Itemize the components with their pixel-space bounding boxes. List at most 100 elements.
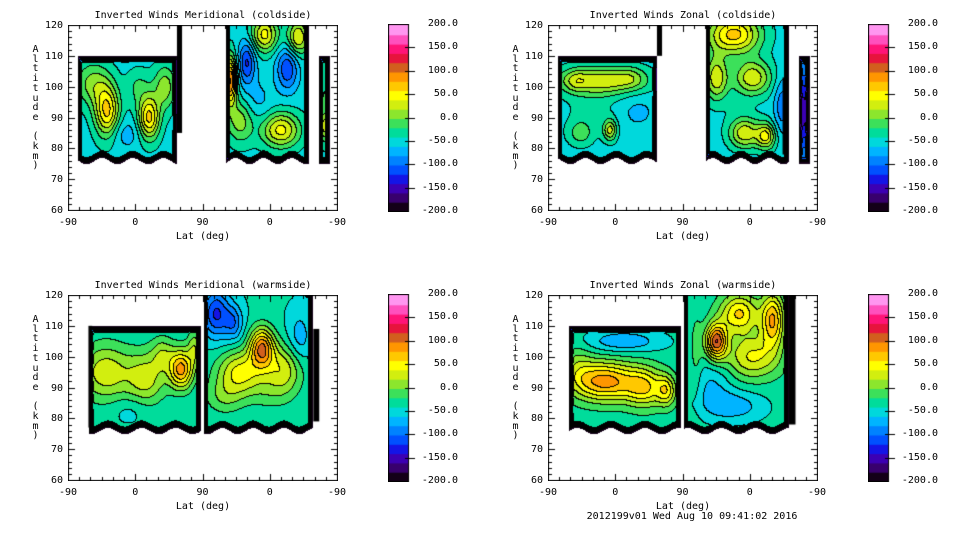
y-tick-label: 80 — [530, 413, 543, 425]
colorbar-tick-label: -150.0 — [421, 451, 458, 463]
x-tick-label: 0 — [132, 487, 139, 498]
colorbar-tick-label: 50.0 — [433, 88, 458, 100]
panel-title: Inverted Winds Meridional (coldside) — [94, 10, 312, 21]
y-tick-label: 90 — [530, 382, 543, 394]
x-tick-label: 90 — [676, 487, 689, 498]
y-tick-label: 60 — [50, 475, 63, 486]
y-tick-label: 100 — [44, 351, 63, 363]
colorbar-tick-label: -50.0 — [427, 404, 458, 416]
colorbar-tick-label: -50.0 — [907, 404, 938, 416]
y-tick-label: 120 — [44, 290, 63, 301]
colorbar-tick-label: -200.0 — [901, 205, 938, 216]
colorbar-tick-label: 200.0 — [907, 288, 938, 299]
colorbar-tick-label: -150.0 — [901, 181, 938, 193]
colorbar-tick-label: 150.0 — [907, 41, 938, 53]
y-tick-label: 80 — [50, 143, 63, 155]
colorbar-tick-label: -100.0 — [421, 428, 458, 440]
y-tick-label: 80 — [50, 413, 63, 425]
colorbar-tick-label: 50.0 — [913, 88, 938, 100]
x-axis-label: Lat (deg) — [175, 501, 231, 512]
panel-title: Inverted Winds Meridional (warmside) — [94, 280, 312, 291]
plot-canvas — [68, 25, 338, 211]
colorbar-tick-label: 200.0 — [907, 18, 938, 29]
x-tick-label: 90 — [196, 487, 209, 498]
y-tick-label: 70 — [530, 444, 543, 456]
colorbar-tick-label: 150.0 — [427, 41, 458, 53]
x-axis-label: Lat (deg) — [655, 501, 711, 512]
plot-canvas — [548, 295, 818, 481]
colorbar-tick-label: 0.0 — [439, 111, 458, 123]
y-tick-label: 80 — [530, 143, 543, 155]
x-tick-label: 0 — [746, 217, 753, 228]
y-tick-label: 120 — [44, 20, 63, 31]
x-tick-label: -90 — [58, 487, 78, 498]
x-tick-label: -90 — [538, 487, 558, 498]
colorbar-tick-label: 100.0 — [427, 334, 458, 346]
y-tick-label: 60 — [530, 205, 543, 216]
panel-zonal-warmside: Inverted Winds Zonal (warmside) Lat (deg… — [512, 280, 938, 512]
y-tick-label: 110 — [524, 50, 543, 62]
colorbar-tick-label: -100.0 — [901, 158, 938, 170]
x-tick-label: 0 — [266, 487, 273, 498]
x-tick-label: -90 — [807, 487, 827, 498]
y-tick-label: 90 — [530, 112, 543, 124]
colorbar-tick-label: 0.0 — [919, 111, 938, 123]
x-tick-label: 0 — [612, 487, 619, 498]
colorbar-tick-label: -200.0 — [901, 475, 938, 486]
y-tick-label: 120 — [524, 290, 543, 301]
colorbar-tick-label: 50.0 — [913, 358, 938, 370]
panel-title: Inverted Winds Zonal (coldside) — [589, 10, 777, 21]
x-tick-label: 0 — [132, 217, 139, 228]
panel-meridional-coldside: Inverted Winds Meridional (coldside) Lat… — [32, 10, 458, 242]
colorbar-canvas — [868, 294, 896, 482]
colorbar-tick-label: 200.0 — [427, 288, 458, 299]
x-tick-label: -90 — [327, 487, 347, 498]
colorbar-tick-label: 100.0 — [427, 64, 458, 76]
plot-canvas — [548, 25, 818, 211]
colorbar-tick-label: -100.0 — [421, 158, 458, 170]
x-tick-label: -90 — [538, 217, 558, 228]
x-tick-label: -90 — [58, 217, 78, 228]
x-tick-label: 90 — [196, 217, 209, 228]
y-tick-label: 70 — [50, 174, 63, 186]
colorbar-tick-label: 150.0 — [427, 311, 458, 323]
y-tick-label: 70 — [50, 444, 63, 456]
y-tick-label: 110 — [44, 50, 63, 62]
y-tick-label: 100 — [524, 81, 543, 93]
footer-timestamp: 2012199v01 Wed Aug 10 09:41:02 2016 — [586, 511, 798, 522]
x-tick-label: 90 — [676, 217, 689, 228]
panel-meridional-warmside: Inverted Winds Meridional (warmside) Lat… — [32, 280, 458, 512]
colorbar-tick-label: -150.0 — [901, 451, 938, 463]
plot-canvas — [68, 295, 338, 481]
colorbar-tick-label: -200.0 — [421, 475, 458, 486]
colorbar-tick-label: 100.0 — [907, 334, 938, 346]
colorbar-tick-label: 0.0 — [439, 381, 458, 393]
colorbar-tick-label: 0.0 — [919, 381, 938, 393]
x-tick-label: -90 — [807, 217, 827, 228]
colorbar-tick-label: -50.0 — [427, 134, 458, 146]
colorbar-tick-label: -100.0 — [901, 428, 938, 440]
panel-zonal-coldside: Inverted Winds Zonal (coldside) Lat (deg… — [512, 10, 938, 242]
x-axis-label: Lat (deg) — [655, 231, 711, 242]
colorbar-canvas — [388, 24, 416, 212]
colorbar-tick-label: 200.0 — [427, 18, 458, 29]
y-tick-label: 110 — [44, 320, 63, 332]
y-tick-label: 70 — [530, 174, 543, 186]
y-tick-label: 110 — [524, 320, 543, 332]
colorbar-tick-label: -50.0 — [907, 134, 938, 146]
x-tick-label: 0 — [746, 487, 753, 498]
colorbar-tick-label: -150.0 — [421, 181, 458, 193]
x-tick-label: -90 — [327, 217, 347, 228]
colorbar-tick-label: 100.0 — [907, 64, 938, 76]
colorbar-tick-label: -200.0 — [421, 205, 458, 216]
colorbar-tick-label: 150.0 — [907, 311, 938, 323]
colorbar-tick-label: 50.0 — [433, 358, 458, 370]
panel-title: Inverted Winds Zonal (warmside) — [589, 280, 777, 291]
y-tick-label: 90 — [50, 112, 63, 124]
x-tick-label: 0 — [612, 217, 619, 228]
